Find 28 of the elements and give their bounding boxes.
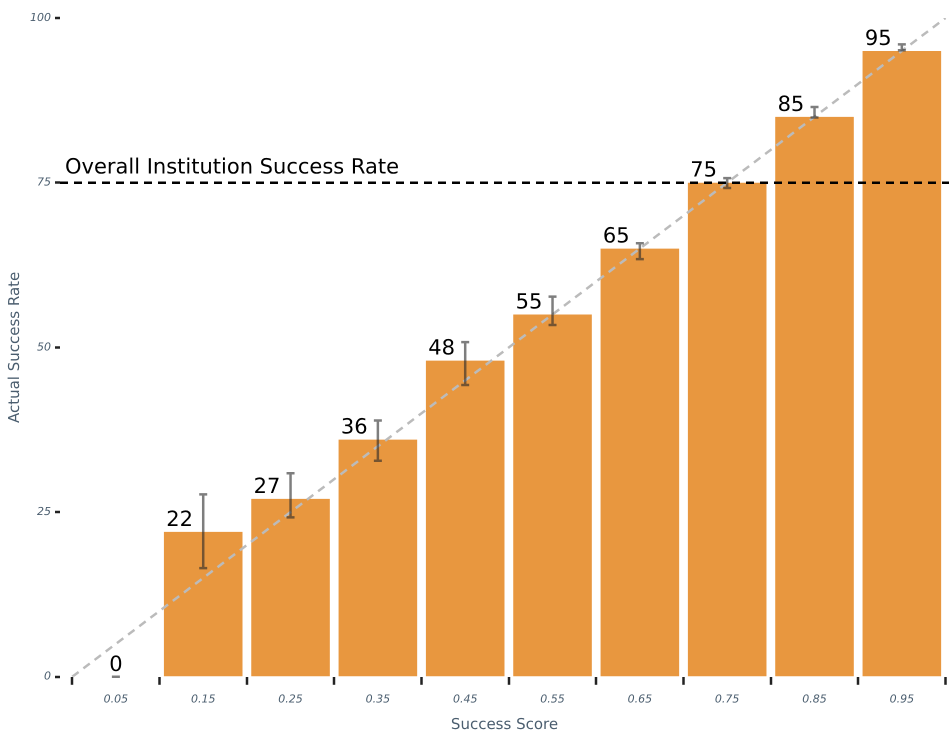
x-tick-label: 0.05 [104, 692, 128, 706]
data-label: 48 [428, 336, 455, 360]
x-tick-label: 0.45 [452, 692, 478, 706]
x-tick-label: 0.35 [366, 692, 390, 706]
x-tick-label: 0.25 [278, 692, 303, 706]
x-tick-label: 0.85 [802, 692, 827, 706]
y-tick-label: 25 [36, 504, 51, 518]
data-label: 27 [254, 474, 280, 498]
data-label: 95 [864, 26, 892, 50]
y-tick-label: 0 [44, 670, 51, 683]
x-tick-label: 0.15 [190, 692, 216, 706]
y-tick-label: 50 [36, 340, 51, 354]
data-label: 36 [340, 414, 368, 439]
x-tick-label: 0.75 [714, 692, 740, 706]
y-tick-label: 75 [36, 176, 51, 189]
y-tick-label: 100 [30, 10, 51, 24]
data-label: 55 [516, 289, 542, 314]
data-label: 65 [602, 224, 630, 248]
data-label: 22 [166, 506, 194, 531]
data-label: 85 [778, 92, 804, 116]
y-axis-title: Actual Success Rate [4, 272, 23, 424]
data-label: 0 [109, 652, 123, 676]
data-label: 75 [690, 158, 717, 182]
x-axis-title: Success Score [450, 714, 558, 733]
x-tick-label: 0.95 [890, 692, 914, 706]
ref-line-label: Overall Institution Success Rate [64, 154, 400, 179]
x-tick-label: 0.65 [628, 692, 652, 706]
x-tick-label: 0.55 [540, 692, 565, 706]
